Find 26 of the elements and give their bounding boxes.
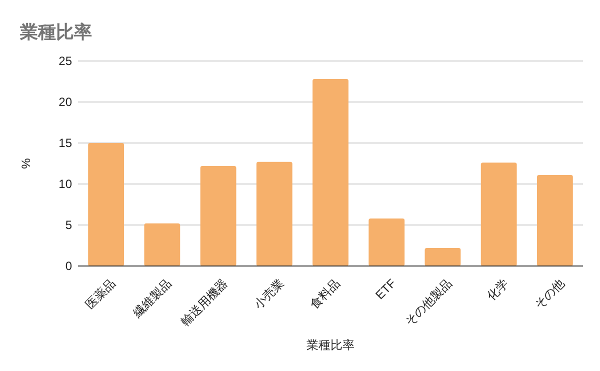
y-tick-label: 25 (58, 54, 72, 68)
bar (536, 174, 573, 266)
y-tick-label: 5 (65, 218, 72, 232)
bar (88, 143, 124, 266)
x-tick-label: 輸送用機器 (178, 276, 230, 328)
y-tick-label: 0 (65, 259, 72, 274)
bar (200, 166, 236, 266)
bar (424, 248, 461, 266)
bar (368, 218, 405, 266)
bar (144, 223, 180, 266)
y-tick-label: 10 (58, 177, 72, 192)
chart-title: 業種比率 (19, 22, 92, 42)
bar (256, 162, 292, 266)
y-tick-label: 20 (58, 95, 72, 110)
x-tick-label: その他製品 (402, 276, 455, 328)
bar (312, 79, 348, 266)
y-axis-title: % (19, 158, 33, 169)
x-tick-label: 繊維製品 (130, 276, 174, 321)
y-tick-label: 15 (58, 136, 72, 150)
x-tick-label: 医薬品 (82, 276, 118, 312)
x-tick-label: その他 (532, 276, 568, 312)
x-tick-label: 化学 (484, 276, 511, 304)
x-axis-title: 業種比率 (306, 338, 354, 352)
x-tick-label: 小売業 (251, 276, 286, 312)
bar (480, 162, 517, 266)
x-tick-label: 食料品 (307, 276, 343, 312)
